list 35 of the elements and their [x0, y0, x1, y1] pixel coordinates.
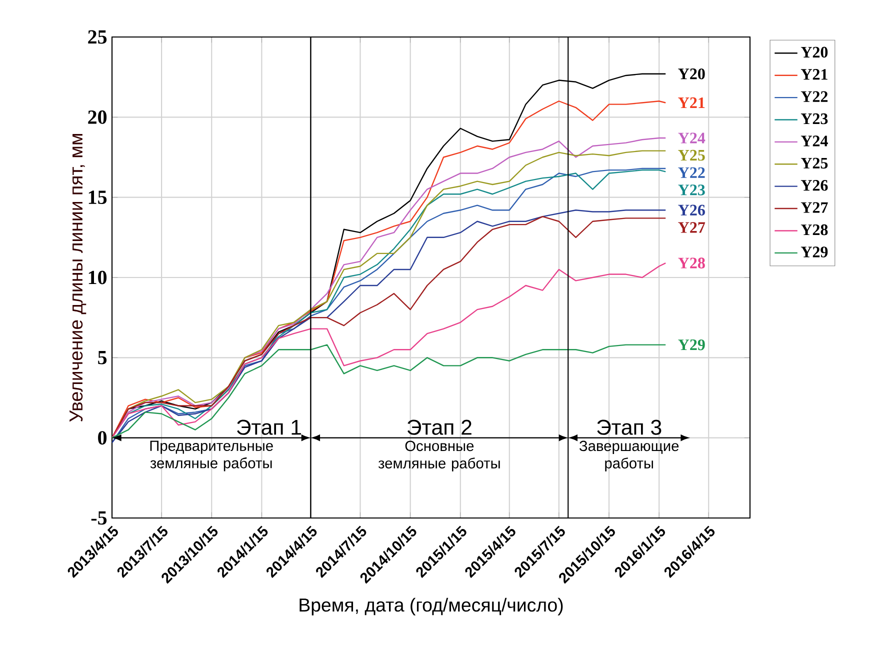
legend-label: Y22: [800, 91, 828, 102]
y-tick-label: 25: [88, 30, 107, 44]
annotation: Этап 2: [407, 420, 472, 435]
y-tick-label: 15: [88, 190, 107, 204]
text: Y22: [678, 167, 705, 178]
annotation: Этап 3: [597, 420, 662, 435]
legend-label: Y20: [800, 46, 828, 58]
y-axis-title: Увеличение длины линии пят, мм: [70, 134, 86, 422]
y-tick-label: 5: [98, 351, 107, 364]
text: Y28: [678, 258, 705, 268]
legend-label: Y25: [800, 158, 828, 169]
text: Y27: [678, 222, 706, 233]
legend-label: Y24: [800, 136, 828, 146]
text: Y25: [678, 150, 705, 161]
text: Y21: [678, 97, 705, 108]
legend-label: Y21: [800, 69, 828, 80]
annotation: Предварительные земляные работы: [150, 440, 273, 472]
legend-label: Y28: [800, 224, 828, 236]
x-axis-title: Время, дата (год/месяц/число): [300, 598, 563, 616]
y-tick-label: -5: [91, 511, 107, 525]
annotation: Основные земляные работы: [378, 440, 500, 472]
y-tick-label: 0: [98, 431, 107, 445]
y-tick-label: 10: [88, 270, 107, 284]
y-tick-label: 20: [88, 110, 107, 124]
text: Y20: [678, 68, 705, 80]
legend-label: Y23: [800, 113, 828, 124]
text: Y23: [678, 184, 705, 196]
annotation: Завершающие работы: [579, 440, 679, 472]
annotation: Этап 1: [237, 420, 301, 435]
legend-label: Y27: [800, 202, 828, 213]
text: Y24: [678, 132, 706, 144]
legend-label: Y29: [800, 246, 828, 258]
text: Y29: [678, 339, 705, 350]
legend-label: Y26: [800, 180, 828, 191]
text: Y26: [678, 204, 705, 216]
